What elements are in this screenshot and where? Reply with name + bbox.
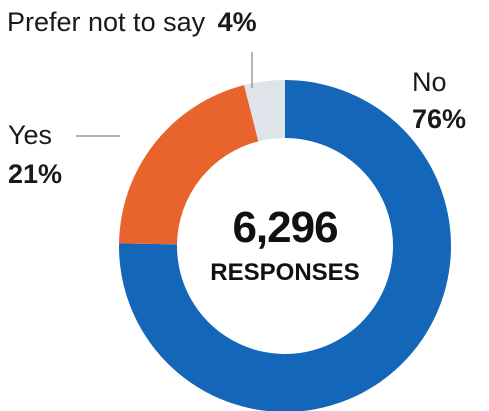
donut-slice-no <box>119 80 451 411</box>
slice-pct-prefer-not: 4% <box>218 7 257 37</box>
slice-name-prefer-not: Prefer not to say <box>7 7 206 37</box>
slice-name-no: No <box>412 67 447 97</box>
donut-slice-yes <box>119 85 259 245</box>
center-total-value: 6,296 <box>232 203 337 252</box>
donut-slice-prefer-not-to-say <box>244 80 285 142</box>
slice-name-yes: Yes <box>8 120 52 150</box>
slice-label-prefer-not-to-say: Prefer not to say 4% <box>7 7 257 37</box>
slice-pct-no: 76% <box>412 104 466 134</box>
center-total-label: RESPONSES <box>210 259 359 286</box>
donut-slices <box>119 80 451 411</box>
slice-pct-yes: 21% <box>8 159 62 189</box>
